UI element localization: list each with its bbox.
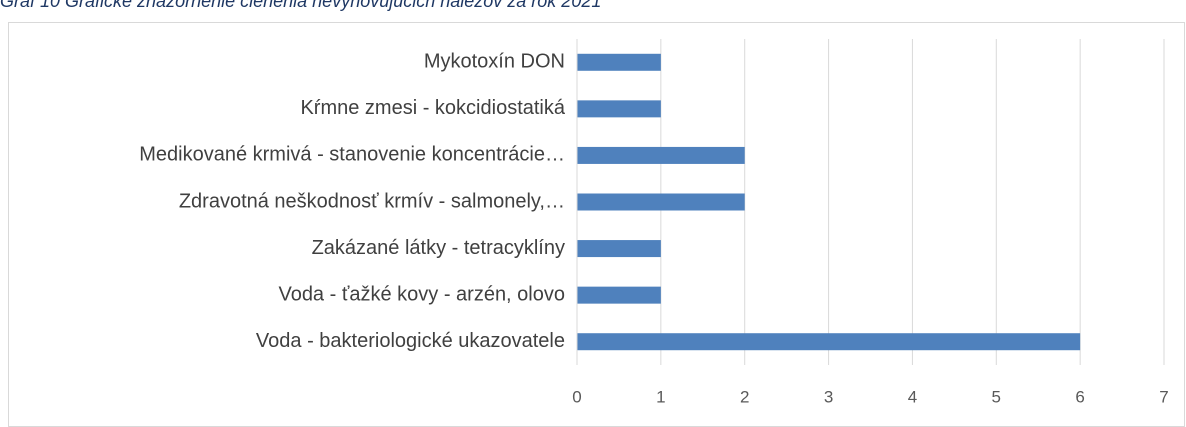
x-tick-label: 3 xyxy=(824,387,833,406)
bar xyxy=(577,146,745,164)
x-tick-label: 2 xyxy=(740,387,749,406)
x-tick-label: 7 xyxy=(1159,387,1168,406)
y-tick-label: Voda - bakteriologické ukazovatele xyxy=(256,330,565,352)
bar xyxy=(577,240,661,258)
bar xyxy=(577,286,661,304)
bar xyxy=(577,100,661,118)
bar xyxy=(577,53,661,71)
chart-frame xyxy=(8,22,1185,427)
x-tick-label: 1 xyxy=(656,387,665,406)
y-tick-label: Zakázané látky - tetracyklíny xyxy=(312,237,565,259)
x-tick-label: 4 xyxy=(908,387,917,406)
x-tick-label: 6 xyxy=(1075,387,1084,406)
x-tick-label: 5 xyxy=(992,387,1001,406)
x-tick-label: 0 xyxy=(572,387,581,406)
bar xyxy=(577,333,1081,351)
y-tick-label: Mykotoxín DON xyxy=(424,51,565,73)
caption: Graf 10 Grafické znázornenie členenia ne… xyxy=(0,0,601,11)
y-tick-label: Voda - ťažké kovy - arzén, olovo xyxy=(278,283,565,305)
y-tick-label: Kŕmne zmesi - kokcidiostatiká xyxy=(300,97,565,119)
y-tick-label: Zdravotná neškodnosť krmív - salmonely,… xyxy=(179,190,565,212)
bar xyxy=(577,193,745,211)
y-tick-label: Medikované krmivá - stanovenie koncentrá… xyxy=(139,144,565,166)
